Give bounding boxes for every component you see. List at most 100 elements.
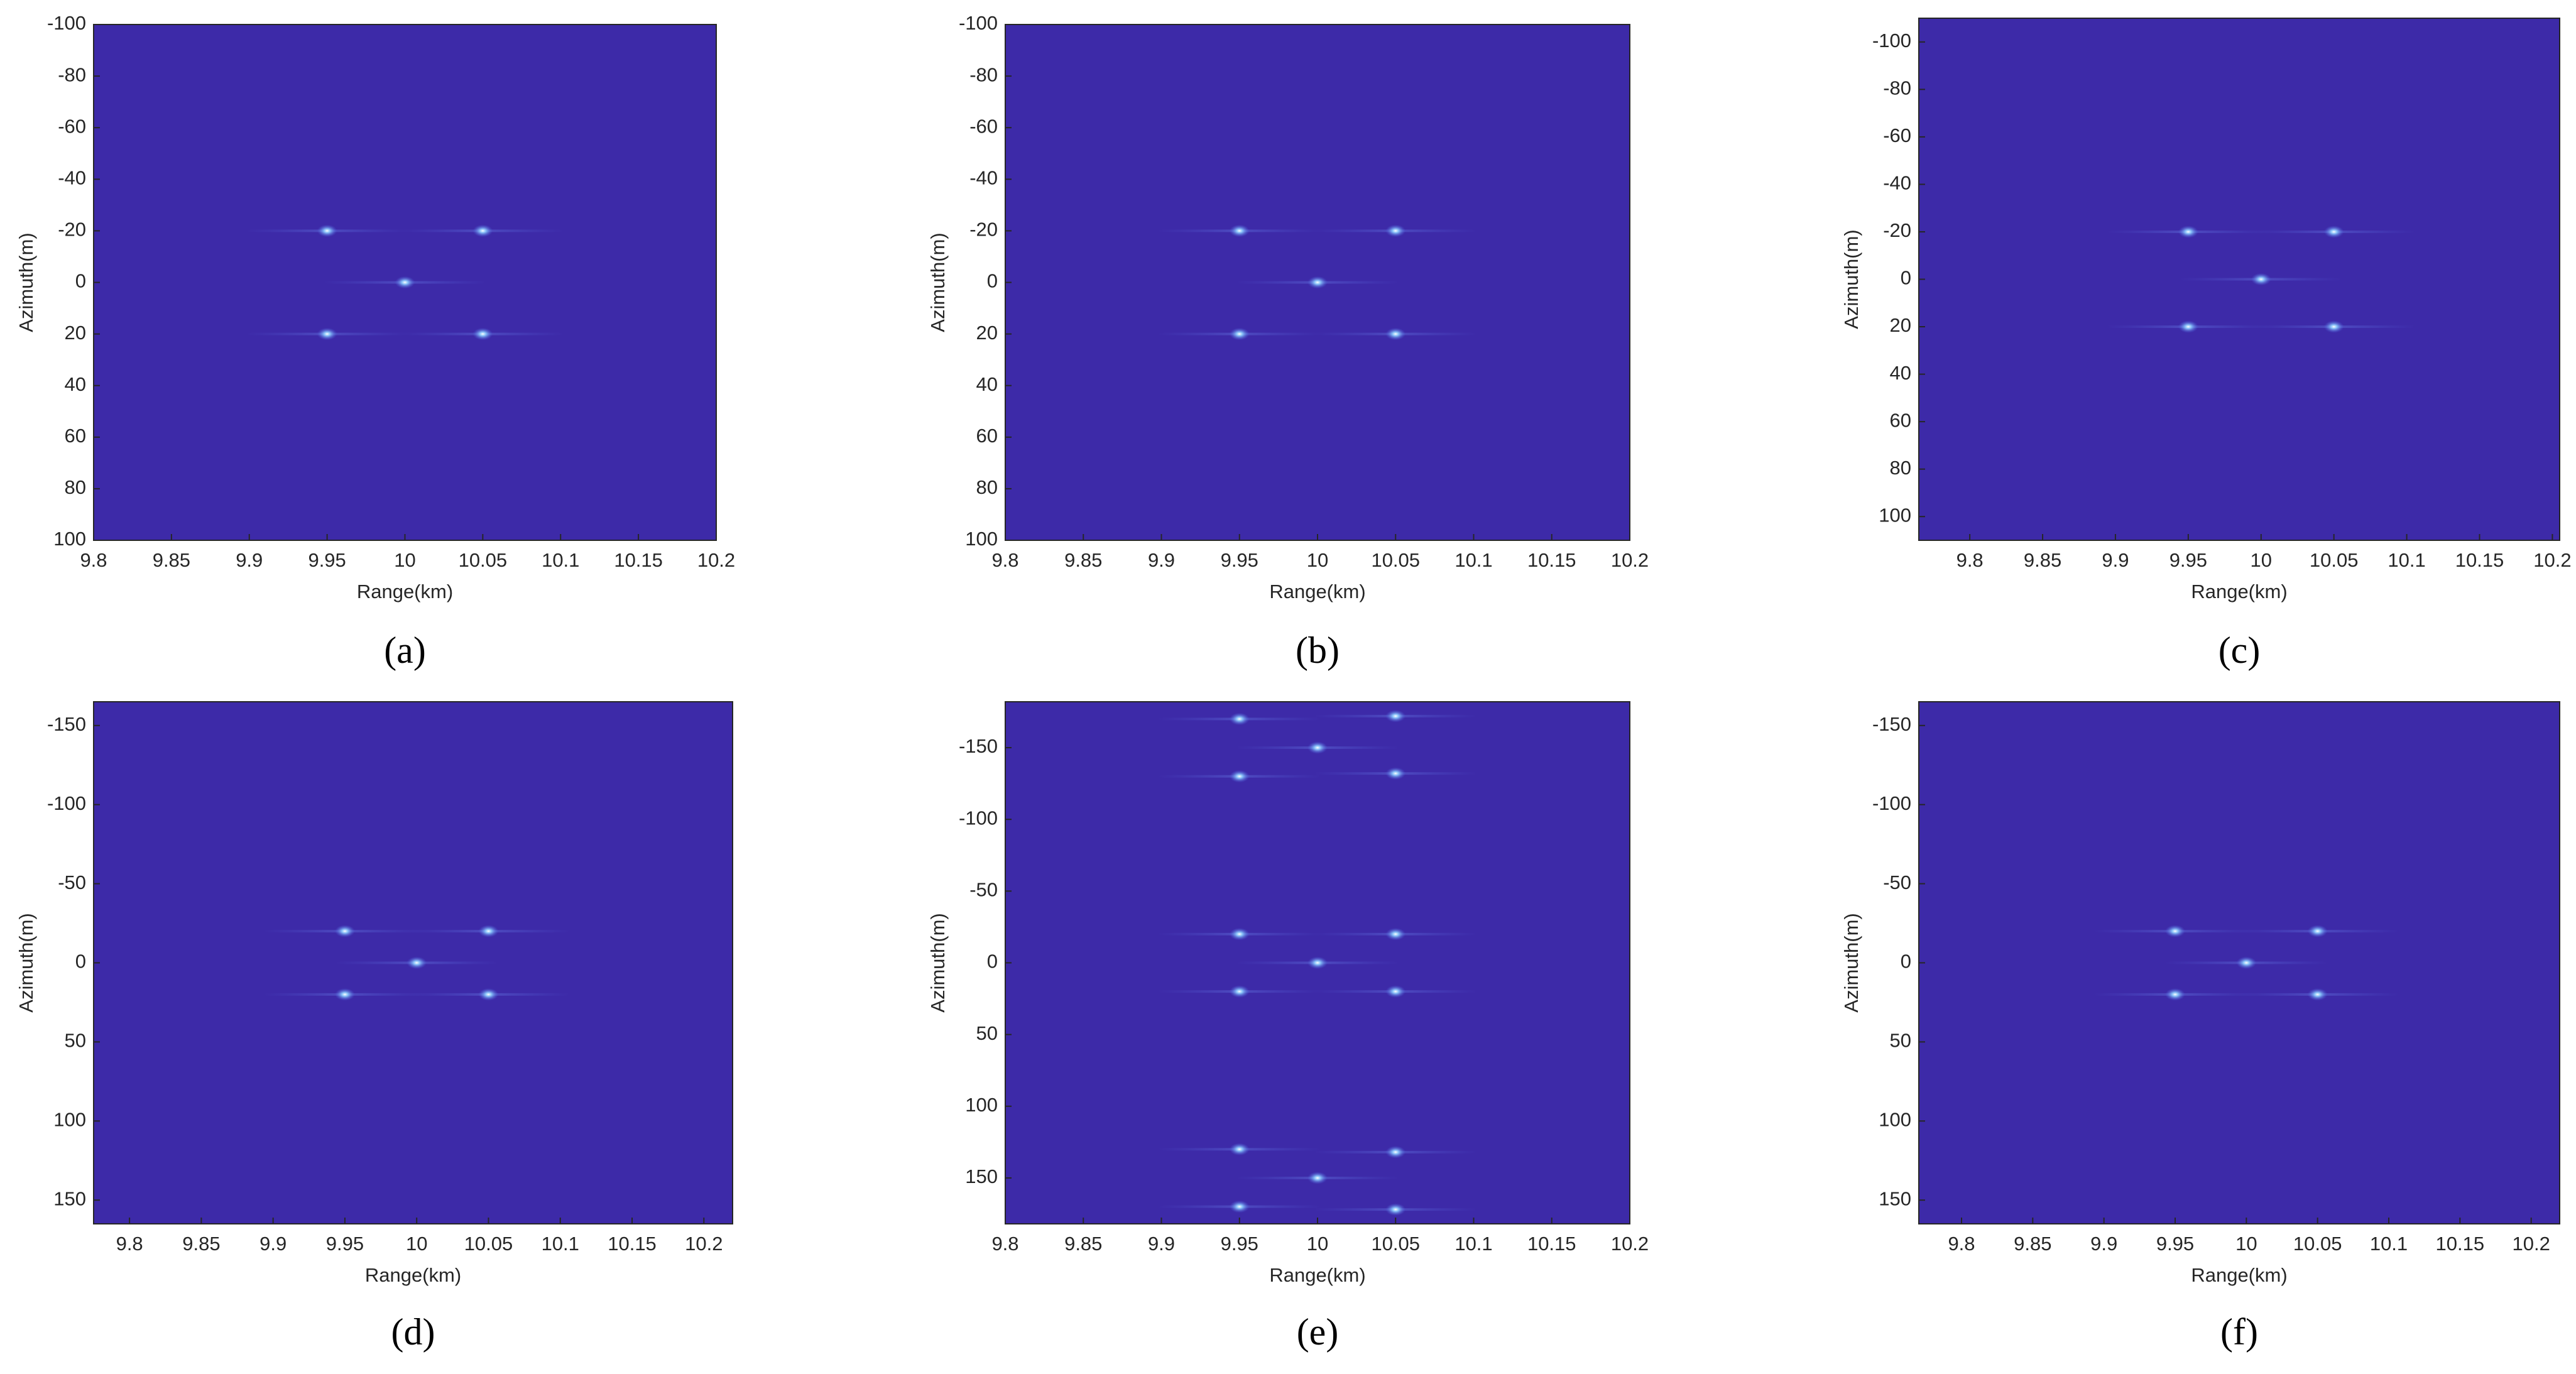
point-target bbox=[1229, 985, 1250, 998]
y-tick-label: 0 bbox=[987, 270, 998, 292]
panel: 9.8 9.85 9.9 9.95 10 10.05 10.1 10.15 10.2 -100 -8… bbox=[15, 12, 735, 671]
x-axis-label: Range(km) bbox=[1269, 1264, 1365, 1286]
y-axis-label: Azimuth(m) bbox=[1840, 913, 1862, 1012]
x-tick-label: 9.85 bbox=[1064, 1233, 1102, 1255]
point-target bbox=[2178, 320, 2198, 334]
point-target bbox=[334, 925, 355, 938]
point-target bbox=[2307, 988, 2328, 1001]
point-target bbox=[1385, 767, 1406, 780]
x-tick-label: 9.8 bbox=[80, 549, 107, 571]
x-tick-label: 10.1 bbox=[542, 1233, 579, 1255]
point-target bbox=[1229, 712, 1250, 726]
y-tick-label: 60 bbox=[976, 425, 998, 447]
point-target bbox=[1307, 1171, 1328, 1184]
panel-caption: (f) bbox=[2220, 1311, 2258, 1353]
x-tick-label: 9.9 bbox=[259, 1233, 287, 1255]
x-tick-label: 9.95 bbox=[1221, 549, 1258, 571]
x-tick-label: 9.85 bbox=[153, 549, 190, 571]
y-tick-label: 60 bbox=[1890, 409, 1911, 431]
y-tick-label: 100 bbox=[965, 1094, 998, 1116]
y-tick-label: 100 bbox=[53, 1109, 86, 1131]
x-tick-label: 10.2 bbox=[1611, 1233, 1649, 1255]
y-tick-label: 50 bbox=[65, 1030, 86, 1052]
point-target bbox=[1307, 276, 1328, 289]
y-tick-label: -80 bbox=[1883, 77, 1911, 99]
x-tick-label: 9.9 bbox=[1148, 549, 1175, 571]
point-target bbox=[317, 327, 337, 341]
point-target bbox=[472, 327, 493, 341]
y-tick-label: 150 bbox=[53, 1187, 86, 1209]
y-tick-label: -20 bbox=[1883, 219, 1911, 241]
y-axis-label: Azimuth(m) bbox=[927, 232, 949, 332]
x-tick-label: 9.85 bbox=[2014, 1233, 2051, 1255]
panel-caption: (d) bbox=[391, 1311, 435, 1353]
point-target bbox=[1385, 1203, 1406, 1216]
y-tick-label: -100 bbox=[959, 807, 998, 829]
x-tick-label: 9.8 bbox=[991, 1233, 1018, 1255]
point-target bbox=[407, 956, 427, 969]
x-tick-label: 10 bbox=[1307, 1233, 1328, 1255]
panel: 9.8 9.85 9.9 9.95 10 10.05 10.1 10.15 10.2 -100 -8… bbox=[1840, 18, 2572, 671]
y-tick-label: -100 bbox=[47, 792, 86, 814]
x-tick-label: 10.05 bbox=[1371, 1233, 1420, 1255]
panel: 9.8 9.85 9.9 9.95 10 10.05 10.1 10.15 10.2 -150 -1… bbox=[927, 701, 1649, 1353]
y-tick-label: 0 bbox=[987, 951, 998, 973]
y-tick-label: -40 bbox=[1883, 172, 1911, 194]
panel: 9.8 9.85 9.9 9.95 10 10.05 10.1 10.15 10.2 -100 -8… bbox=[927, 12, 1649, 671]
y-tick-label: 100 bbox=[1879, 1109, 1911, 1131]
point-target bbox=[1385, 927, 1406, 941]
y-tick-label: -40 bbox=[969, 166, 998, 188]
panel-caption: (c) bbox=[2219, 630, 2261, 671]
point-target bbox=[1229, 770, 1250, 783]
y-tick-label: 0 bbox=[75, 270, 86, 292]
x-axis-label: Range(km) bbox=[1269, 581, 1365, 602]
y-tick-label: 40 bbox=[65, 373, 86, 395]
y-axis-label: Azimuth(m) bbox=[927, 913, 949, 1012]
point-target bbox=[1385, 709, 1406, 722]
x-tick-label: 10.2 bbox=[1611, 549, 1649, 571]
x-tick-label: 10.15 bbox=[608, 1233, 657, 1255]
y-tick-label: -150 bbox=[1872, 713, 1911, 735]
x-tick-label: 10 bbox=[2251, 549, 2272, 571]
y-tick-label: 40 bbox=[1890, 362, 1911, 384]
x-tick-label: 9.9 bbox=[236, 549, 263, 571]
y-tick-label: -100 bbox=[959, 12, 998, 34]
panel: 9.8 9.85 9.9 9.95 10 10.05 10.1 10.15 10.2 -150 -1… bbox=[1840, 701, 2560, 1353]
point-target bbox=[1229, 327, 1250, 341]
x-tick-label: 10.05 bbox=[2310, 549, 2359, 571]
y-tick-label: -150 bbox=[959, 735, 998, 757]
x-tick-label: 10.15 bbox=[1527, 1233, 1576, 1255]
x-tick-label: 10.15 bbox=[1527, 549, 1576, 571]
y-tick-label: 60 bbox=[65, 425, 86, 447]
x-tick-label: 10.2 bbox=[685, 1233, 723, 1255]
panel-caption: (b) bbox=[1296, 630, 1340, 671]
point-target bbox=[1229, 1200, 1250, 1213]
x-tick-label: 9.8 bbox=[991, 549, 1018, 571]
x-axis-label: Range(km) bbox=[357, 581, 453, 602]
x-tick-label: 10.05 bbox=[464, 1233, 513, 1255]
y-tick-label: -100 bbox=[1872, 30, 1911, 52]
x-tick-label: 10.05 bbox=[1371, 549, 1420, 571]
y-tick-label: 50 bbox=[976, 1022, 998, 1044]
y-tick-label: -60 bbox=[58, 115, 86, 137]
x-axis-label: Range(km) bbox=[365, 1264, 461, 1286]
point-target bbox=[2307, 925, 2328, 938]
y-tick-label: 20 bbox=[65, 322, 86, 344]
point-target bbox=[1385, 224, 1406, 237]
point-target bbox=[2165, 925, 2185, 938]
y-tick-label: 80 bbox=[1890, 457, 1911, 479]
x-tick-label: 10.2 bbox=[2533, 549, 2571, 571]
y-tick-label: -40 bbox=[58, 166, 86, 188]
panel-caption: (e) bbox=[1297, 1311, 1339, 1353]
point-target bbox=[334, 988, 355, 1001]
y-axis-label: Azimuth(m) bbox=[15, 232, 37, 332]
y-tick-label: -60 bbox=[1883, 124, 1911, 146]
x-tick-label: 10.2 bbox=[2512, 1233, 2550, 1255]
x-tick-label: 10 bbox=[1307, 549, 1328, 571]
y-tick-label: -100 bbox=[1872, 792, 1911, 814]
point-target bbox=[1229, 927, 1250, 941]
point-target bbox=[1385, 1145, 1406, 1159]
x-tick-label: 9.95 bbox=[2156, 1233, 2194, 1255]
y-tick-label: 0 bbox=[1901, 951, 1911, 973]
